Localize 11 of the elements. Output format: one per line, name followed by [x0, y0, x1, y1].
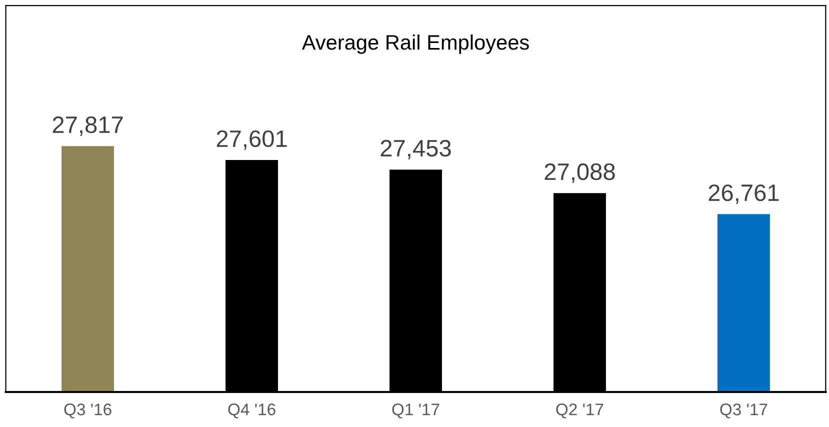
x-tick-label: Q3 '16 — [64, 404, 112, 418]
text: Average Rail Employees — [302, 34, 529, 54]
data-label: 27,088 — [544, 163, 615, 183]
data-label: 26,761 — [708, 184, 779, 204]
x-tick-label: Q2 '17 — [556, 404, 604, 418]
data-label: 27,453 — [380, 140, 451, 160]
x-tick-label: Q1 '17 — [392, 404, 440, 418]
data-label: 27,601 — [216, 130, 287, 150]
x-tick-label: Q4 '16 — [228, 404, 276, 418]
x-tick-label: Q3 '17 — [720, 404, 768, 418]
data-label: 27,817 — [52, 116, 123, 136]
